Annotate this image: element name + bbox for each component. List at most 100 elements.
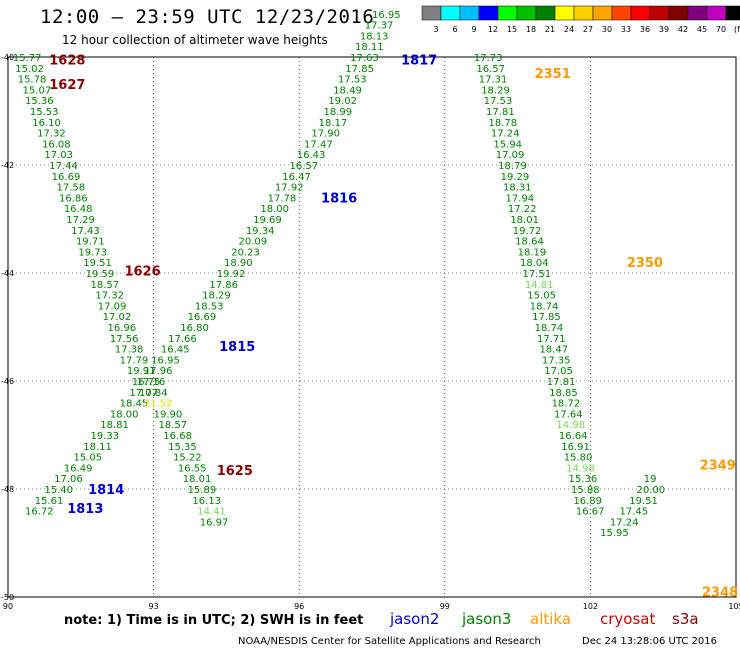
wave-height-value: 18.13 [360, 31, 389, 42]
colorbar-label: 30 [602, 25, 612, 34]
wave-height-value: 15.77 [13, 53, 42, 64]
x-tick-label: 102 [583, 602, 598, 611]
legend-entry-s3a: s3a [672, 610, 699, 628]
wave-height-value: 17.51 [522, 269, 551, 280]
wave-height-value: 16.57 [476, 64, 505, 75]
wave-height-value: 17.31 [479, 75, 508, 86]
wave-height-value: 18.72 [552, 399, 581, 410]
wave-height-values: 16.7215.6115.4017.0616.4915.0518.1119.33… [13, 10, 665, 539]
footer-note: note: 1) Time is in UTC; 2) SWH is in fe… [64, 613, 363, 628]
legend-entry-altika: altika [530, 610, 571, 628]
wave-height-value: 15.02 [15, 64, 44, 75]
pass-number-label: 1815 [219, 340, 255, 355]
colorbar-label: 12 [488, 25, 498, 34]
colorbar-label: (ft) [734, 25, 740, 34]
wave-height-value: 17.85 [532, 312, 561, 323]
wave-height-value: 17.58 [57, 183, 86, 194]
wave-height-value: 17.85 [345, 64, 374, 75]
wave-height-value: 16.57 [289, 161, 318, 172]
wave-height-value: 17.09 [496, 150, 525, 161]
wave-height-value: 16.95 [372, 10, 401, 21]
wave-height-value: 17.64 [554, 409, 583, 420]
colorbar-label: 9 [471, 25, 476, 34]
chart-title: 12:00 – 23:59 UTC 12/23/2016 [40, 6, 375, 28]
colorbar-label: 33 [621, 25, 631, 34]
wave-height-value: 18.19 [518, 247, 547, 258]
y-tick-label: -48 [1, 485, 14, 494]
colorbar-swatch [611, 5, 632, 21]
pass-number-label: 1813 [67, 502, 103, 517]
wave-height-value: 16.68 [163, 431, 192, 442]
wave-height-value: 17.90 [311, 129, 340, 140]
wave-height-value: 15.22 [173, 453, 202, 464]
colorbar-swatch [459, 5, 480, 21]
wave-height-value: 16.13 [192, 496, 221, 507]
wave-height-value: 18.11 [83, 442, 112, 453]
pass-number-label: 2351 [535, 67, 571, 82]
colorbar-swatch [592, 5, 613, 21]
y-tick-label: -50 [1, 593, 14, 602]
wave-height-value: 15.88 [571, 485, 600, 496]
wave-height-value: 17.35 [542, 355, 571, 366]
colorbar-swatch [421, 5, 442, 21]
colorbar-label: 27 [583, 25, 593, 34]
wave-height-value: 15.40 [44, 485, 73, 496]
pass-labels: 1813 1814 1815 1816 1817 1628 1627 1626 1625 2351… [49, 54, 738, 601]
wave-height-value: 18.45 [120, 399, 149, 410]
wave-height-value: 17.05 [544, 366, 573, 377]
wave-height-value: 17.79 [120, 355, 149, 366]
wave-height-value: 17.86 [209, 280, 238, 291]
wave-height-value: 19.72 [513, 226, 542, 237]
wave-height-value: 18.90 [224, 258, 253, 269]
wave-height-value: 18.85 [549, 388, 578, 399]
colorbar-label: 70 [716, 25, 726, 34]
plot-grid [8, 57, 736, 597]
pass-number-label: 1814 [88, 483, 124, 498]
credit-text: NOAA/NESDIS Center for Satellite Applica… [238, 636, 541, 647]
colorbar-swatch [516, 5, 537, 21]
wave-height-value: 17.53 [484, 96, 513, 107]
wave-height-value: 19.02 [328, 96, 357, 107]
wave-height-value: 19.59 [86, 269, 115, 280]
colorbar-swatch [497, 5, 518, 21]
wave-height-value: 15.07 [23, 85, 52, 96]
wave-height-value: 16.64 [559, 431, 588, 442]
wave-height-value: 15.35 [168, 442, 197, 453]
wave-height-value: 16.80 [180, 323, 209, 334]
colorbar-swatch [554, 5, 575, 21]
wave-height-value: 18.17 [319, 118, 348, 129]
wave-height-value: 18.49 [333, 85, 362, 96]
wave-height-value: 19.33 [91, 431, 120, 442]
wave-height-value: 14.41 [197, 507, 226, 518]
wave-height-value: 17.56 [110, 334, 139, 345]
colorbar-swatch [668, 5, 689, 21]
wave-height-value: 17.47 [304, 139, 333, 150]
timestamp-text: Dec 24 13:28:06 UTC 2016 [582, 636, 717, 647]
wave-height-value: 17.78 [268, 193, 297, 204]
wave-height-value: 16.49 [64, 463, 93, 474]
wave-height-value: 16.72 [25, 507, 54, 518]
wave-height-value: 17.44 [49, 161, 78, 172]
wave-height-value: 16.75 [132, 377, 161, 388]
wave-height-value: 17.24 [491, 129, 520, 140]
legend-entry-cryosat: cryosat [600, 610, 655, 628]
wave-height-value: 18.00 [110, 409, 139, 420]
colorbar-swatch [573, 5, 594, 21]
colorbar-label: 24 [564, 25, 574, 34]
wave-height-value: 18.00 [260, 204, 289, 215]
wave-height-value: 17.66 [168, 334, 197, 345]
wave-height-value: 15.05 [527, 291, 556, 302]
wave-height-value: 16.47 [282, 172, 311, 183]
wave-height-value: 19 [644, 474, 657, 485]
wave-height-value: 17.32 [37, 129, 66, 140]
wave-height-value: 15.78 [18, 75, 47, 86]
x-tick-label: 90 [3, 602, 13, 611]
pass-number-label: 1626 [124, 264, 160, 279]
colorbar-swatch [687, 5, 708, 21]
wave-height-value: 19.51 [83, 258, 112, 269]
wave-height-value: 18.99 [323, 107, 352, 118]
colorbar-swatch [649, 5, 670, 21]
wave-height-value: 17.16 [137, 377, 166, 388]
pass-number-label: 1627 [49, 78, 85, 93]
